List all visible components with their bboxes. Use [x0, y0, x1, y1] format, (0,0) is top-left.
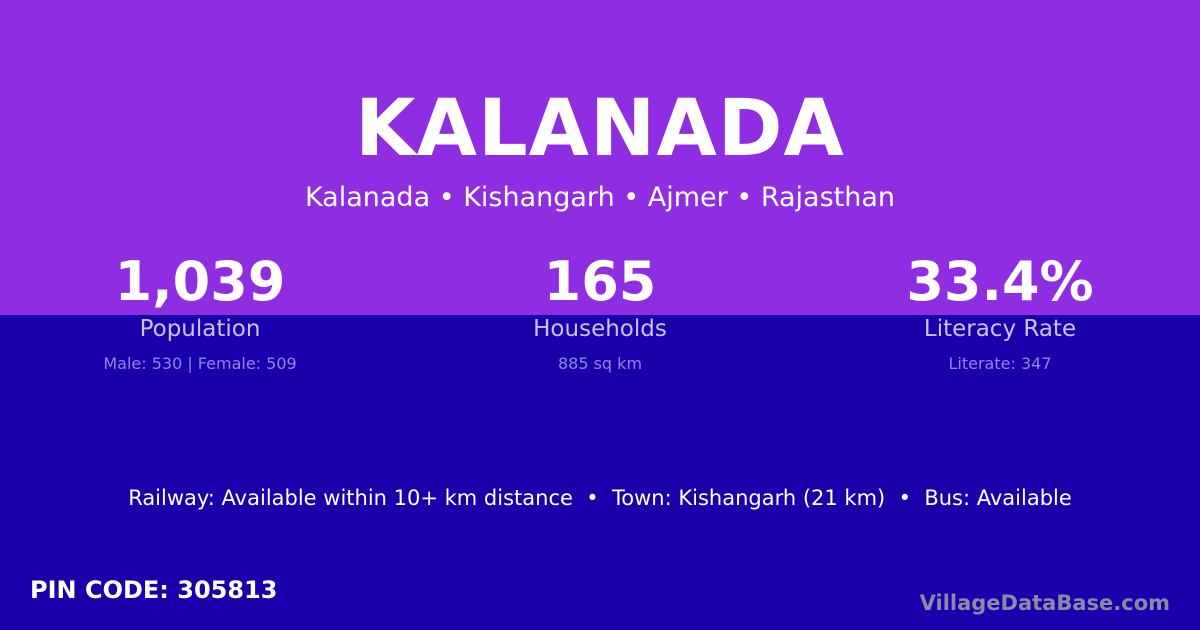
stat-label: Literacy Rate: [923, 316, 1077, 342]
stat-literacy: 33.4% Literacy Rate Literate: 347: [800, 250, 1200, 373]
stat-label: Households: [533, 316, 667, 342]
connectivity-info: Railway: Available within 10+ km distanc…: [128, 486, 1072, 510]
brand-watermark: VillageDataBase.com: [919, 591, 1170, 615]
pin-code: PIN CODE: 305813: [30, 576, 278, 604]
village-title: KALANADA: [355, 84, 845, 174]
stat-value: 1,039: [114, 250, 286, 313]
stat-value: 165: [543, 250, 657, 313]
stat-value: 33.4%: [906, 250, 1094, 313]
location-breadcrumb: Kalanada • Kishangarh • Ajmer • Rajastha…: [304, 182, 896, 213]
header-band: [0, 0, 1200, 315]
stat-households: 165 Households 885 sq km: [400, 250, 800, 373]
stat-detail: 885 sq km: [557, 354, 643, 373]
stat-detail: Male: 530 | Female: 509: [103, 354, 297, 373]
stat-population: 1,039 Population Male: 530 | Female: 509: [0, 250, 400, 373]
stat-label: Population: [139, 316, 261, 342]
stat-detail: Literate: 347: [948, 354, 1052, 373]
